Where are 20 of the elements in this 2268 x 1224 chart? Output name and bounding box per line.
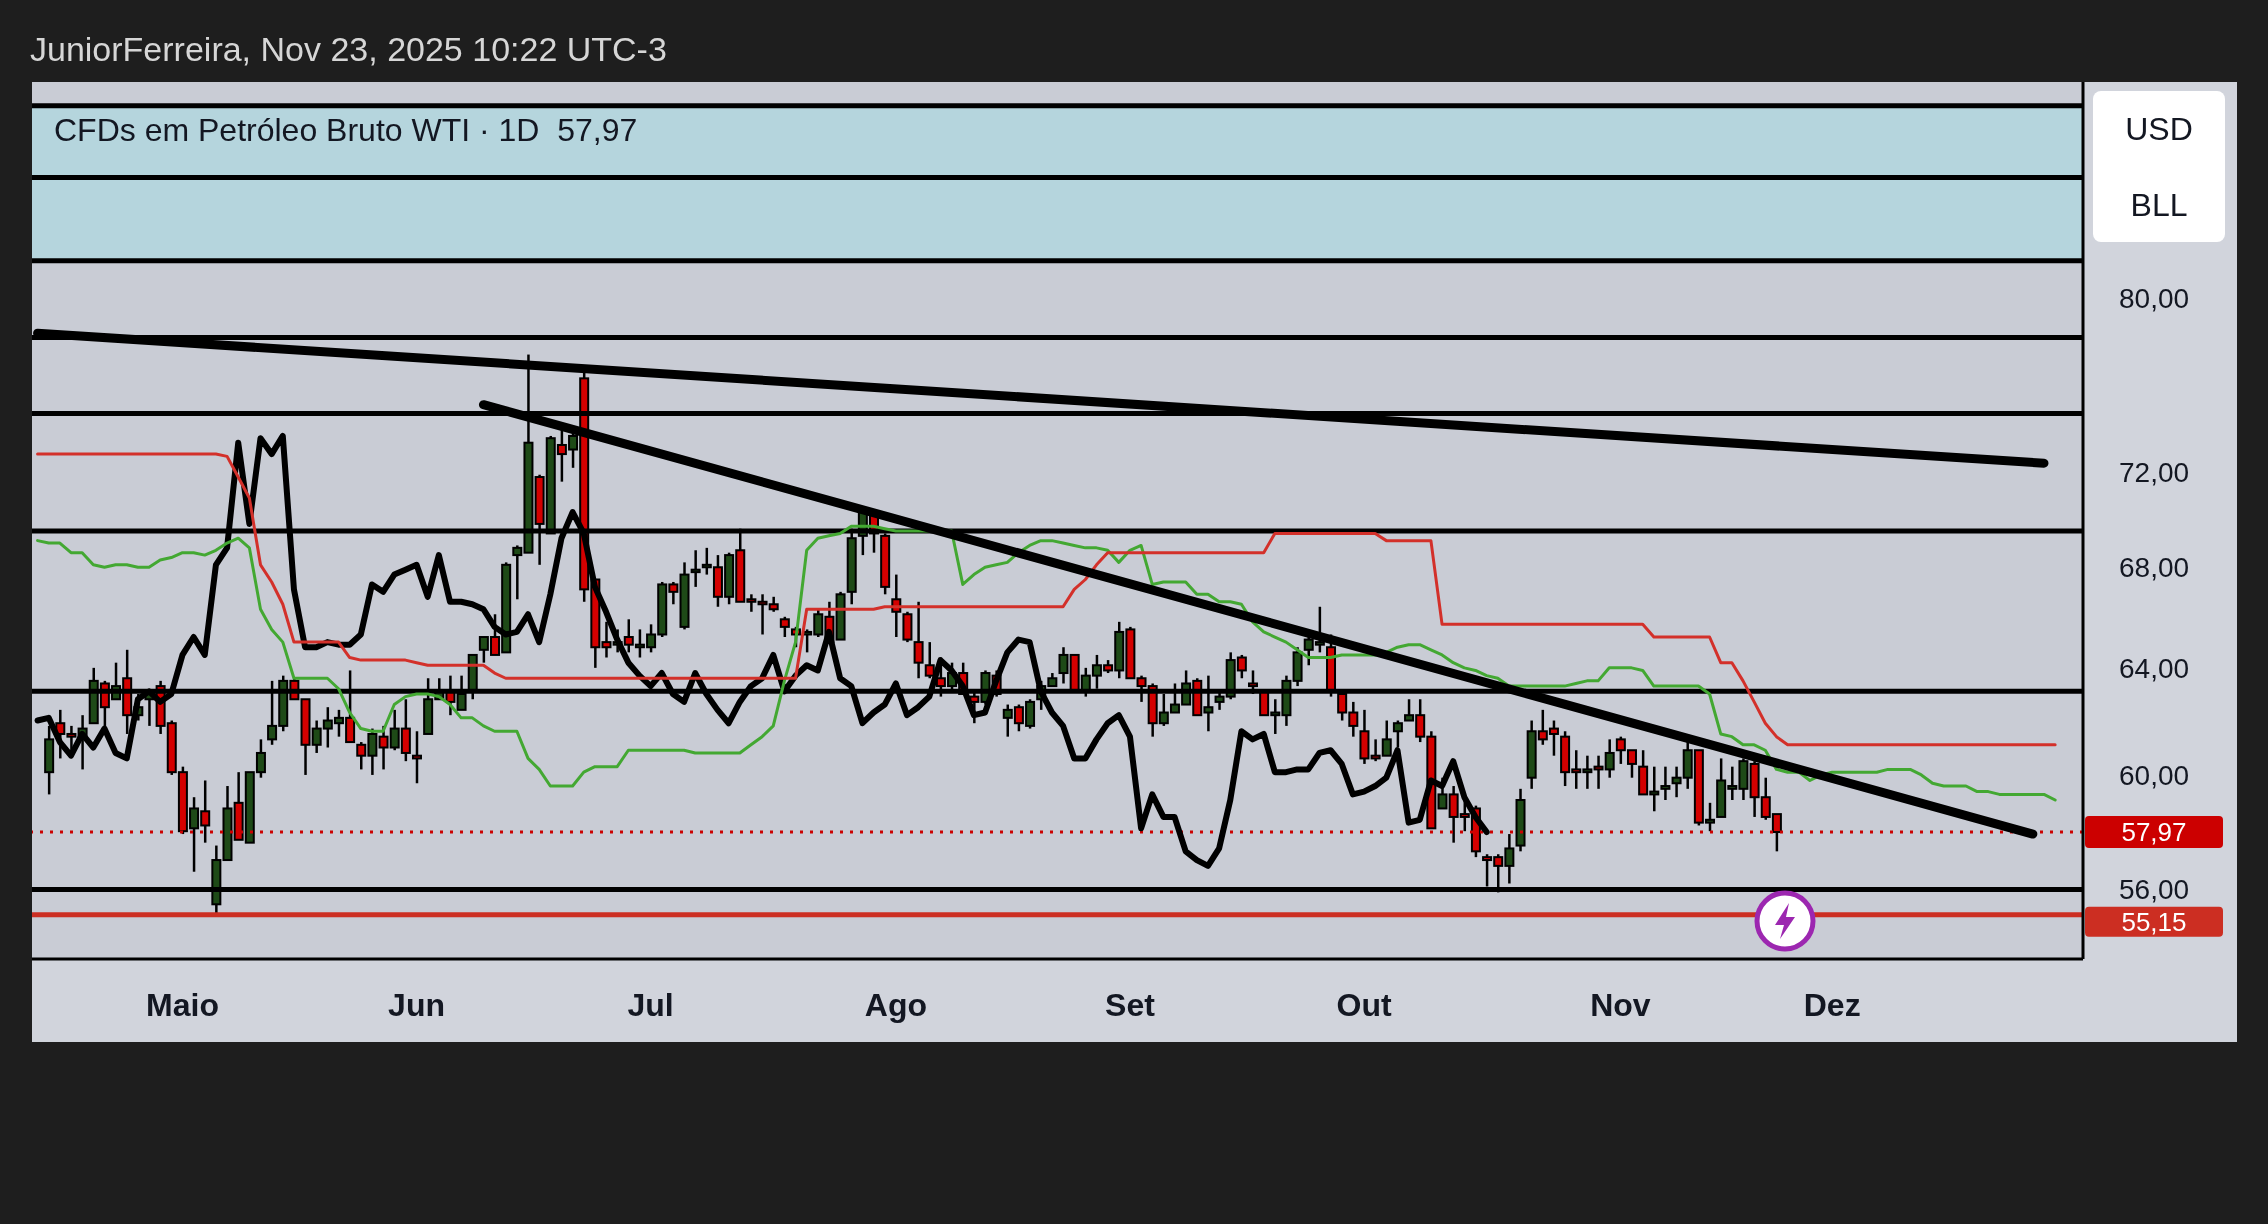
y-tick-label: 60,00 (2119, 759, 2190, 791)
x-tick-label: Nov (1590, 986, 1651, 1023)
text: USD (2124, 111, 2194, 148)
text: BLL (2129, 187, 2189, 224)
y-tick-label: 68,00 (2119, 552, 2190, 584)
y-tick-label: 72,00 (2119, 457, 2190, 489)
x-tick-label: Dez (1803, 986, 1861, 1023)
x-tick-label: Out (1336, 986, 1392, 1023)
text: CFDs em Petróleo Bruto WTI · 1D 57,97 (54, 112, 638, 149)
x-tick-label: Ago (864, 986, 927, 1023)
x-tick-label: Maio (146, 986, 219, 1023)
y-tick-label: 80,00 (2119, 282, 2190, 314)
ref-line-label: 57,97 (2121, 817, 2187, 848)
y-tick-label: 64,00 (2119, 652, 2190, 684)
text: JuniorFerreira, Nov 23, 2025 10:22 UTC-3 (30, 30, 667, 69)
y-tick-label: 56,00 (2119, 874, 2190, 906)
x-tick-label: Set (1105, 986, 1156, 1023)
ref-line-label: 55,15 (2121, 906, 2187, 937)
x-tick-label: Jun (388, 986, 446, 1023)
x-tick-label: Jul (627, 986, 674, 1023)
